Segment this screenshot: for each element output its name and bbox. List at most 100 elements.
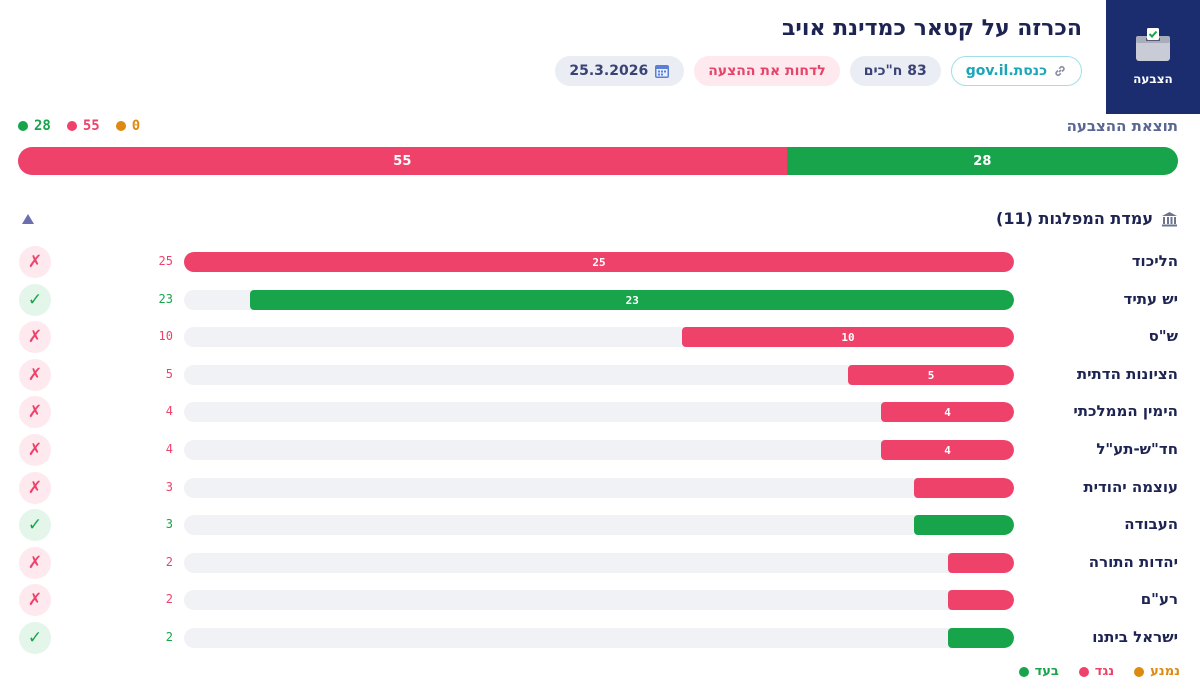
page-title: הכרזה על קטאר כמדינת אויב [782,16,1082,41]
x-mark-icon: ✗ [19,472,51,504]
party-bar-fill [947,553,1014,573]
party-bar-label: 4 [944,443,951,457]
party-bar-track [184,553,1014,573]
party-bar-track [184,590,1014,610]
party-count: 3 [165,517,173,531]
party-bar-label: 10 [841,330,855,344]
x-mark-icon: ✗ [19,584,51,616]
total-for: 28 [18,118,51,134]
overall-result-bar: 55 28 [18,147,1178,175]
voters-text: 83 ח"כים [863,63,927,79]
party-row: העבודה 3 ✓ [0,509,1200,541]
party-bar-fill: 4 [881,402,1014,422]
abstain-dot [115,121,126,131]
party-bar-track: 10 [184,327,1014,347]
legend: בעד נגד נמנע [1018,664,1180,679]
calendar-icon [655,65,670,78]
party-bar-track: 4 [184,440,1014,460]
result-label: תוצאת ההצבעה [1066,117,1178,135]
x-mark-icon: ✗ [19,547,51,579]
party-count: 5 [165,367,173,381]
voters-chip: 83 ח"כים [849,56,941,86]
x-mark-icon: ✗ [19,434,51,466]
party-bar-track: 5 [184,365,1014,385]
parties-header-text: עמדת המפלגות (11) [996,209,1153,228]
parties-header: עמדת המפלגות (11) [996,209,1178,228]
party-row: חד"ש-תע"ל 4 4 ✗ [0,434,1200,466]
party-row: יהדות התורה 2 ✗ [0,547,1200,579]
party-count: 23 [158,292,173,306]
legend-against: נגד [1078,664,1115,679]
link-text: כנסת.gov.il [965,63,1047,79]
party-bar-fill: 23 [250,290,1014,310]
party-name: הציונות הדתית [1076,365,1178,383]
party-row: רע"ם 2 ✗ [0,584,1200,616]
party-row: הליכוד 25 25 ✗ [0,246,1200,278]
legend-for-dot [1018,666,1029,677]
party-bar-fill [914,478,1014,498]
party-name: הליכוד [1131,252,1178,270]
party-row: יש עתיד 23 23 ✓ [0,284,1200,316]
party-count: 25 [158,254,173,268]
party-bar-label: 25 [592,255,606,269]
party-count: 4 [165,442,173,456]
party-bar-fill: 10 [682,327,1014,347]
totals: 28 55 0 [18,118,140,134]
meta-chips: 25.3.2026 לדחות את ההצעה 83 ח"כים כנסת.g… [555,56,1082,86]
party-bar-fill: 5 [848,365,1014,385]
legend-abstain-label: נמנע [1150,664,1180,679]
party-count: 2 [165,555,173,569]
party-bar-fill [914,515,1014,535]
party-row: הציונות הדתית 5 5 ✗ [0,359,1200,391]
party-bar-fill: 25 [184,252,1014,272]
legend-for-label: בעד [1034,664,1059,679]
legend-against-dot [1078,666,1089,677]
parliament-building-icon [1162,211,1177,226]
x-mark-icon: ✗ [19,246,51,278]
check-icon: ✓ [19,622,51,654]
result-chip: לדחות את ההצעה [694,56,840,86]
for-dot [18,121,28,131]
party-bar-track: 4 [184,402,1014,422]
party-row: ישראל ביתנו 2 ✓ [0,622,1200,654]
total-abstain: 0 [115,118,141,134]
for-segment: 28 [786,147,1178,175]
legend-against-label: נגד [1094,664,1115,679]
party-name: רע"ם [1140,590,1178,608]
party-row: הימין הממלכתי 4 4 ✗ [0,396,1200,428]
party-count: 2 [165,592,173,606]
party-name: יש עתיד [1123,290,1179,308]
legend-abstain-dot [1134,666,1145,677]
party-bar-track: 25 [184,252,1014,272]
total-against: 55 [66,118,100,134]
party-bar-label: 4 [944,405,951,419]
for-segment-label: 28 [973,153,992,169]
party-count: 3 [165,480,173,494]
party-count: 10 [158,329,173,343]
party-bar-label: 23 [625,293,639,307]
x-mark-icon: ✗ [19,359,51,391]
collapse-toggle-icon[interactable] [20,212,36,226]
total-for-value: 28 [34,118,51,134]
legend-for: בעד [1018,664,1059,679]
result-text: לדחות את ההצעה [708,63,826,79]
against-segment: 55 [18,147,787,175]
total-against-value: 55 [82,118,100,134]
party-name: הימין הממלכתי [1073,402,1178,420]
link-icon [1055,66,1065,76]
badge-label: הצבעה [1133,72,1173,86]
party-count: 4 [165,404,173,418]
date-chip: 25.3.2026 [555,56,685,86]
party-row: עוצמה יהודית 3 ✗ [0,472,1200,504]
legend-abstain: נמנע [1134,664,1180,679]
party-name: ישראל ביתנו [1092,628,1178,646]
party-row: ש"ס 10 10 ✗ [0,321,1200,353]
party-name: ש"ס [1148,327,1178,345]
total-abstain-value: 0 [131,118,141,134]
check-icon: ✓ [19,284,51,316]
party-bar-fill [947,628,1014,648]
knesset-link[interactable]: כנסת.gov.il [950,56,1082,86]
party-bar-track [184,478,1014,498]
date-text: 25.3.2026 [569,63,649,79]
